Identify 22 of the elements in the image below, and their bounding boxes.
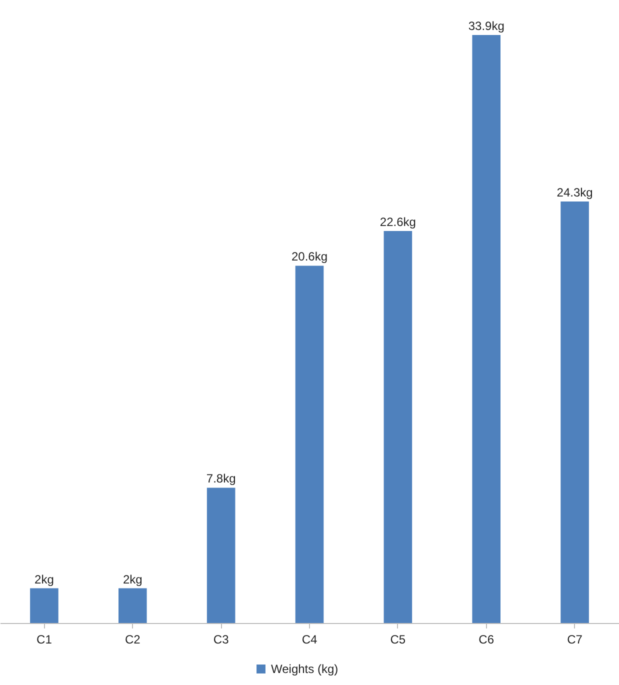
data-label: 2kg xyxy=(34,572,54,586)
bar xyxy=(295,266,324,623)
data-label: 24.3kg xyxy=(556,186,593,200)
data-label: 33.9kg xyxy=(468,19,504,33)
x-tick-label: C4 xyxy=(302,632,318,646)
bar xyxy=(206,488,236,623)
bar xyxy=(30,588,58,623)
bar xyxy=(472,35,501,623)
x-tick-label: C7 xyxy=(567,632,583,646)
bar xyxy=(560,202,589,623)
x-tick-label: C3 xyxy=(213,632,230,646)
data-label: 22.6kg xyxy=(380,215,416,229)
bar xyxy=(384,231,412,623)
legend-label: Weights (kg) xyxy=(271,662,338,676)
data-label: 2kg xyxy=(122,572,142,586)
x-tick-label: C2 xyxy=(124,632,141,646)
x-tick-label: C1 xyxy=(36,632,52,646)
data-label: 20.6kg xyxy=(291,250,328,264)
bar xyxy=(118,588,147,623)
x-tick-label: C5 xyxy=(390,632,406,646)
data-label: 7.8kg xyxy=(206,472,236,486)
x-tick-label: C6 xyxy=(478,632,494,646)
